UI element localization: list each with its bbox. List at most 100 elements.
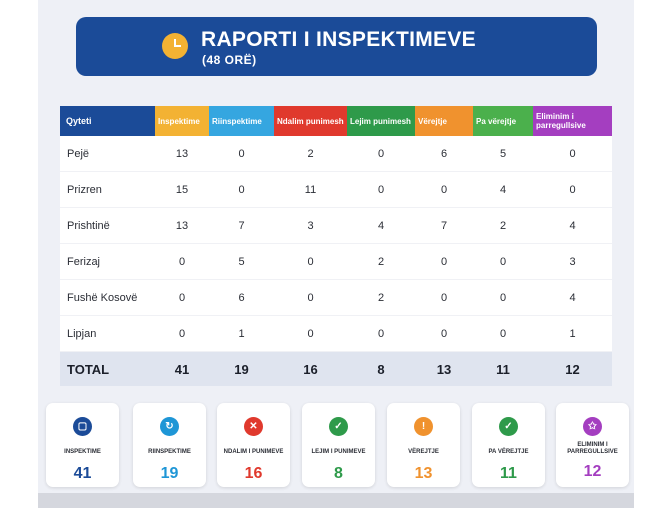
value-cell: 1 bbox=[569, 327, 576, 340]
card-label: LEJIM I PUNIMEVE bbox=[311, 449, 366, 455]
total-value: 8 bbox=[377, 361, 385, 377]
report-page: RAPORTI I INSPEKTIMEVE (48 ORË) Qyteti In… bbox=[38, 0, 634, 508]
value-cell: 13 bbox=[175, 219, 189, 232]
card-label: PA VËREJTJE bbox=[488, 449, 529, 455]
card-label: INSPEKTIME bbox=[64, 449, 101, 455]
column-header: Eliminim i parregullsive bbox=[533, 106, 612, 136]
table-body: Pejë 13 0 2 0 6 5 0 Prizren 15 0 11 0 0 4 0 Prishtinë 13 7… bbox=[60, 136, 612, 352]
value-cell: 6 bbox=[440, 147, 448, 160]
summary-cards: ▢ INSPEKTIME 41 ↻ RIINSPEKTIME 19 ✕ NDALIM I PU… bbox=[46, 403, 629, 491]
summary-card: ✩ ELIMINIM I PARREGULLSIVE 12 bbox=[556, 403, 629, 487]
city-cell: Fushë Kosovë bbox=[67, 291, 138, 304]
table-row: Lipjan 0 1 0 0 0 0 1 bbox=[60, 316, 612, 352]
value-cell: 0 bbox=[377, 327, 385, 340]
inspection-table: Qyteti Inspektime Riinspektime Ndalim punim… bbox=[60, 106, 612, 386]
column-header: Inspektime bbox=[155, 106, 209, 136]
summary-card: ✕ NDALIM I PUNIMEVE 16 bbox=[217, 403, 290, 487]
clipboard-icon: ▢ bbox=[73, 417, 92, 436]
table-header-row: Qyteti Inspektime Riinspektime Ndalim punim… bbox=[60, 106, 612, 136]
card-value: 16 bbox=[244, 465, 263, 482]
city-cell: Pejë bbox=[67, 147, 90, 160]
value-cell: 2 bbox=[377, 255, 385, 268]
total-value: 13 bbox=[436, 361, 452, 377]
card-value: 12 bbox=[583, 463, 602, 480]
total-value: 19 bbox=[234, 361, 249, 377]
value-cell: 0 bbox=[178, 327, 186, 340]
value-cell: 0 bbox=[440, 255, 448, 268]
value-cell: 6 bbox=[238, 291, 245, 304]
column-header: Lejim punimesh bbox=[347, 106, 415, 136]
report-banner: RAPORTI I INSPEKTIMEVE (48 ORË) bbox=[76, 17, 597, 76]
value-cell: 0 bbox=[569, 183, 576, 196]
card-value: 41 bbox=[73, 465, 92, 482]
value-cell: 7 bbox=[238, 219, 245, 232]
card-value: 11 bbox=[500, 465, 517, 482]
table-row: Prishtinë 13 7 3 4 7 2 4 bbox=[60, 208, 612, 244]
column-header: Pa vërejtje bbox=[473, 106, 533, 136]
table-row: Prizren 15 0 11 0 0 4 0 bbox=[60, 172, 612, 208]
total-value: 12 bbox=[565, 361, 580, 377]
value-cell: 0 bbox=[238, 147, 245, 160]
column-header: Qyteti bbox=[60, 106, 155, 136]
card-value: 13 bbox=[414, 465, 433, 482]
value-cell: 0 bbox=[440, 327, 448, 340]
value-cell: 4 bbox=[499, 183, 507, 196]
value-cell: 4 bbox=[569, 291, 576, 304]
card-value: 8 bbox=[334, 465, 343, 482]
value-cell: 13 bbox=[175, 147, 189, 160]
stop-icon: ✕ bbox=[244, 417, 263, 436]
total-value: 11 bbox=[496, 361, 510, 377]
warning-icon: ! bbox=[414, 417, 433, 436]
table-row: Fushë Kosovë 0 6 0 2 0 0 4 bbox=[60, 280, 612, 316]
value-cell: 15 bbox=[175, 183, 189, 196]
refresh-icon: ↻ bbox=[160, 417, 179, 436]
value-cell: 5 bbox=[499, 147, 507, 160]
summary-card: ▢ INSPEKTIME 41 bbox=[46, 403, 119, 487]
column-header: Riinspektime bbox=[209, 106, 274, 136]
value-cell: 0 bbox=[440, 183, 448, 196]
value-cell: 0 bbox=[307, 291, 314, 304]
column-header: Vërejtje bbox=[415, 106, 473, 136]
value-cell: 2 bbox=[499, 219, 507, 232]
value-cell: 0 bbox=[307, 255, 314, 268]
value-cell: 2 bbox=[377, 291, 385, 304]
total-label: TOTAL bbox=[67, 361, 110, 377]
card-label: NDALIM I PUNIMEVE bbox=[223, 449, 284, 455]
summary-card: ! VËREJTJE 13 bbox=[387, 403, 460, 487]
value-cell: 3 bbox=[569, 255, 576, 268]
value-cell: 0 bbox=[569, 147, 576, 160]
value-cell: 0 bbox=[440, 291, 448, 304]
value-cell: 0 bbox=[499, 291, 507, 304]
card-label: VËREJTJE bbox=[408, 449, 439, 455]
value-cell: 0 bbox=[377, 183, 385, 196]
table-row: Ferizaj 0 5 0 2 0 0 3 bbox=[60, 244, 612, 280]
report-title: RAPORTI I INSPEKTIMEVE bbox=[201, 28, 476, 51]
summary-card: ✓ PA VËREJTJE 11 bbox=[472, 403, 545, 487]
value-cell: 5 bbox=[238, 255, 245, 268]
value-cell: 0 bbox=[307, 327, 314, 340]
summary-card: ✓ LEJIM I PUNIMEVE 8 bbox=[302, 403, 375, 487]
summary-card: ↻ RIINSPEKTIME 19 bbox=[133, 403, 206, 487]
value-cell: 3 bbox=[307, 219, 314, 232]
city-cell: Ferizaj bbox=[67, 255, 101, 268]
total-value: 41 bbox=[174, 361, 190, 377]
value-cell: 7 bbox=[440, 219, 448, 232]
value-cell: 0 bbox=[178, 291, 186, 304]
total-row: TOTAL 41 19 16 8 13 11 12 bbox=[60, 352, 612, 386]
city-cell: Prizren bbox=[67, 183, 102, 196]
value-cell: 0 bbox=[499, 255, 507, 268]
value-cell: 0 bbox=[178, 255, 186, 268]
value-cell: 11 bbox=[304, 183, 317, 196]
city-cell: Lipjan bbox=[67, 327, 97, 340]
table-row: Pejë 13 0 2 0 6 5 0 bbox=[60, 136, 612, 172]
bottom-bar bbox=[38, 493, 634, 508]
report-period: (48 ORË) bbox=[202, 53, 257, 67]
check-icon: ✓ bbox=[499, 417, 518, 436]
total-value: 16 bbox=[303, 361, 318, 377]
value-cell: 1 bbox=[238, 327, 245, 340]
value-cell: 4 bbox=[569, 219, 576, 232]
value-cell: 0 bbox=[377, 147, 385, 160]
clock-icon bbox=[162, 33, 188, 59]
card-label: ELIMINIM I PARREGULLSIVE bbox=[567, 442, 618, 455]
card-label: RIINSPEKTIME bbox=[148, 449, 191, 455]
